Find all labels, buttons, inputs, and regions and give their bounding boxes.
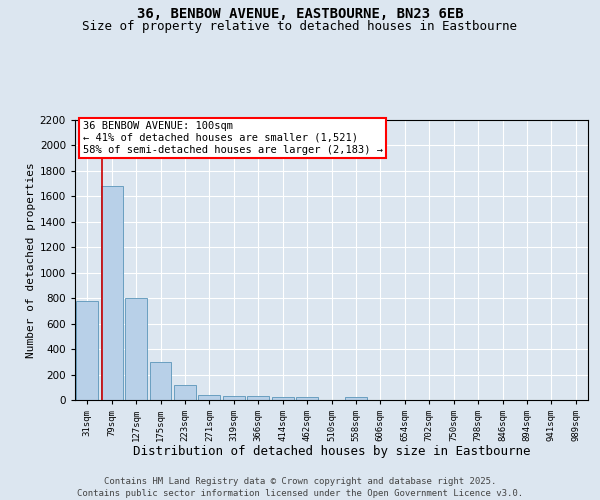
Bar [174, 386, 196, 400]
Bar [247, 396, 269, 400]
Y-axis label: Number of detached properties: Number of detached properties [26, 162, 35, 358]
Text: Size of property relative to detached houses in Eastbourne: Size of property relative to detached ho… [83, 20, 517, 33]
Bar [345, 398, 367, 400]
Text: 36, BENBOW AVENUE, EASTBOURNE, BN23 6EB: 36, BENBOW AVENUE, EASTBOURNE, BN23 6EB [137, 8, 463, 22]
Bar [76, 300, 98, 400]
Bar [223, 396, 245, 400]
Bar [149, 362, 172, 400]
Bar [296, 398, 318, 400]
X-axis label: Distribution of detached houses by size in Eastbourne: Distribution of detached houses by size … [133, 446, 530, 458]
Bar [101, 186, 122, 400]
Text: Contains HM Land Registry data © Crown copyright and database right 2025.
Contai: Contains HM Land Registry data © Crown c… [77, 476, 523, 498]
Bar [272, 398, 293, 400]
Text: 36 BENBOW AVENUE: 100sqm
← 41% of detached houses are smaller (1,521)
58% of sem: 36 BENBOW AVENUE: 100sqm ← 41% of detach… [83, 122, 383, 154]
Bar [199, 395, 220, 400]
Bar [125, 298, 147, 400]
